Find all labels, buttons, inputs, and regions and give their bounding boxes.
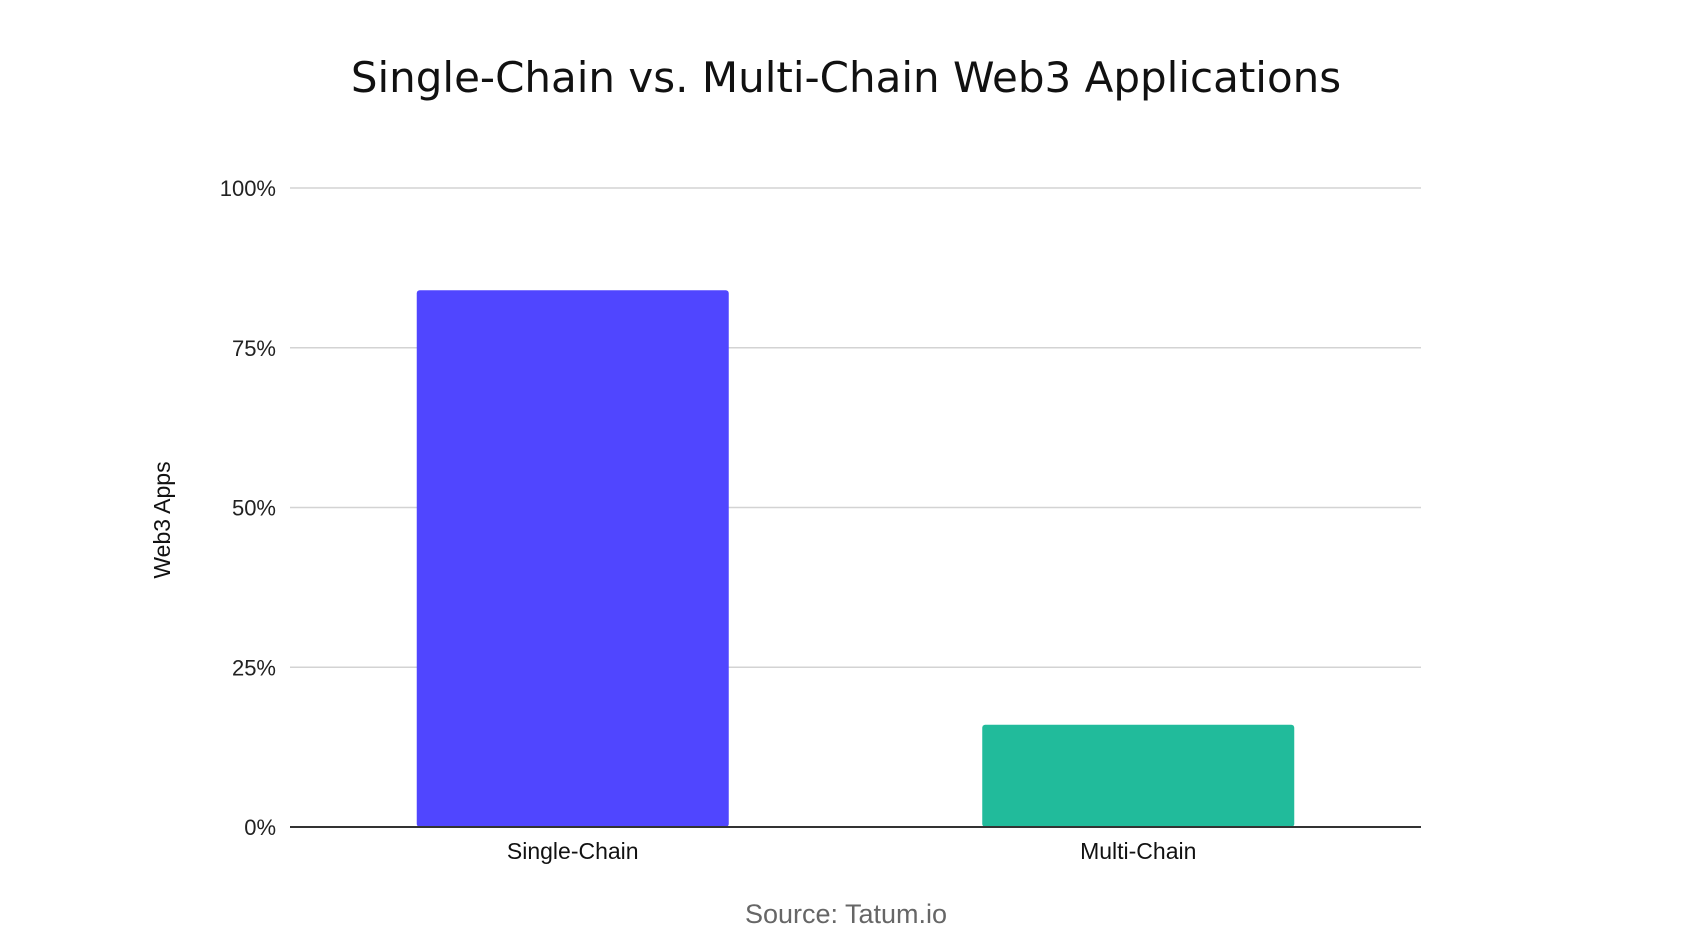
x-tick-labels: Single-Chain Multi-Chain <box>507 838 1197 864</box>
source-note: Source: Tatum.io <box>745 899 947 929</box>
bars <box>416 290 1295 827</box>
y-tick-label: 25% <box>232 655 276 680</box>
chart-title: Single-Chain vs. Multi-Chain Web3 Applic… <box>351 53 1341 102</box>
y-tick-label: 50% <box>232 496 276 521</box>
x-tick-label: Multi-Chain <box>1080 838 1196 864</box>
bar-single-chain <box>416 290 729 827</box>
bar-multi-chain <box>982 724 1295 827</box>
y-axis-label: Web3 Apps <box>149 461 175 578</box>
y-tick-labels: 0% 25% 50% 75% 100% <box>220 176 276 840</box>
y-tick-label: 100% <box>220 176 276 201</box>
x-tick-label: Single-Chain <box>507 838 639 864</box>
y-tick-label: 0% <box>244 815 276 840</box>
y-tick-label: 75% <box>232 336 276 361</box>
